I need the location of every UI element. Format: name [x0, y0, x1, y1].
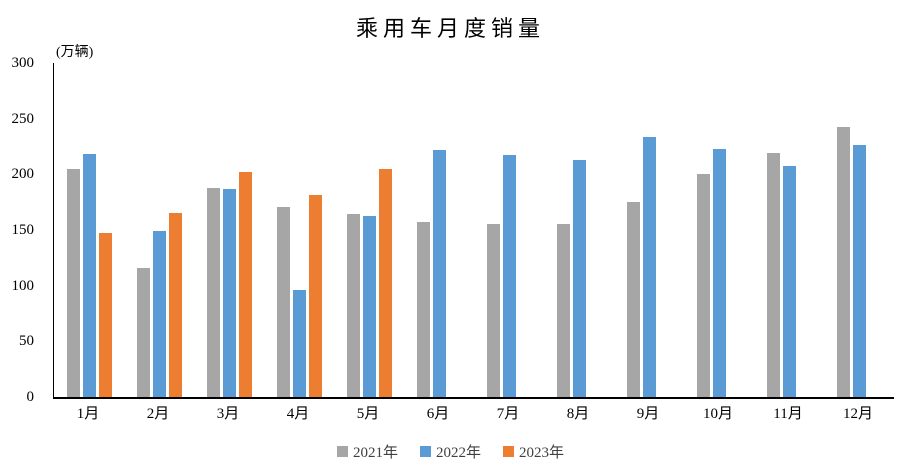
legend-label: 2022年	[435, 445, 481, 461]
x-tick-label-2月: 2月	[146, 406, 170, 422]
legend-item-2023年: 2023年	[503, 441, 564, 462]
bar-2023年-5月	[378, 169, 392, 397]
bar-2021年-12月	[836, 127, 850, 397]
y-tick-label-150: 150	[11, 222, 35, 238]
bar-2021年-6月	[416, 222, 430, 397]
plot-area	[53, 63, 894, 399]
y-tick-label-0: 0	[26, 389, 35, 405]
x-tick-label-1月: 1月	[76, 406, 100, 422]
bar-2022年-3月	[222, 189, 236, 397]
bar-2021年-8月	[556, 224, 570, 397]
y-tick-label-300: 300	[11, 55, 35, 71]
legend-swatch-icon	[503, 446, 514, 457]
x-tick-label-10月: 10月	[702, 406, 733, 422]
bar-2022年-7月	[502, 155, 516, 397]
y-axis-unit-label: (万辆)	[56, 45, 94, 60]
x-tick-label-8月: 8月	[566, 406, 590, 422]
x-tick-label-6月: 6月	[426, 406, 450, 422]
y-tick-label-200: 200	[11, 166, 35, 182]
bar-2022年-4月	[292, 290, 306, 397]
chart-title: 乘用车月度销量	[355, 16, 545, 41]
bar-2021年-3月	[206, 188, 220, 397]
bar-2023年-1月	[98, 233, 112, 397]
bar-2022年-5月	[362, 216, 376, 397]
legend-label: 2023年	[519, 445, 565, 461]
legend-swatch-icon	[336, 446, 348, 457]
x-tick-label-11月: 11月	[773, 406, 803, 422]
bar-2021年-4月	[276, 207, 290, 397]
bar-2023年-2月	[168, 213, 182, 397]
bar-2022年-10月	[712, 149, 726, 397]
bar-2021年-10月	[696, 174, 710, 397]
legend: 2021年 2022年 2023年	[0, 441, 901, 462]
bar-2021年-7月	[486, 224, 500, 397]
bar-2022年-6月	[432, 150, 446, 397]
bar-2022年-8月	[572, 160, 586, 397]
y-tick-label-100: 100	[11, 278, 35, 294]
x-tick-label-12月: 12月	[842, 406, 873, 422]
bar-2021年-11月	[766, 153, 780, 397]
y-tick-label-50: 50	[19, 333, 34, 349]
bar-2021年-5月	[346, 214, 360, 397]
legend-item-2022年: 2022年	[419, 441, 481, 462]
x-tick-label-4月: 4月	[286, 406, 310, 422]
bar-2023年-4月	[308, 195, 322, 397]
bar-2022年-12月	[852, 145, 866, 397]
bar-2022年-1月	[82, 154, 96, 397]
legend-item-2021年: 2021年	[336, 441, 398, 462]
legend-label: 2021年	[352, 445, 398, 461]
bar-2021年-2月	[136, 268, 150, 397]
bar-2022年-9月	[642, 137, 656, 397]
x-tick-label-3月: 3月	[216, 406, 240, 422]
x-tick-label-5月: 5月	[356, 406, 380, 422]
bar-2021年-1月	[66, 169, 80, 397]
bar-2022年-11月	[782, 166, 796, 397]
legend-swatch-icon	[419, 446, 431, 457]
bar-2022年-2月	[152, 231, 166, 397]
bar-2021年-9月	[626, 202, 640, 397]
y-tick-label-250: 250	[11, 111, 35, 127]
x-tick-label-7月: 7月	[496, 406, 520, 422]
bar-2023年-3月	[238, 172, 252, 397]
x-tick-label-9月: 9月	[636, 406, 660, 422]
